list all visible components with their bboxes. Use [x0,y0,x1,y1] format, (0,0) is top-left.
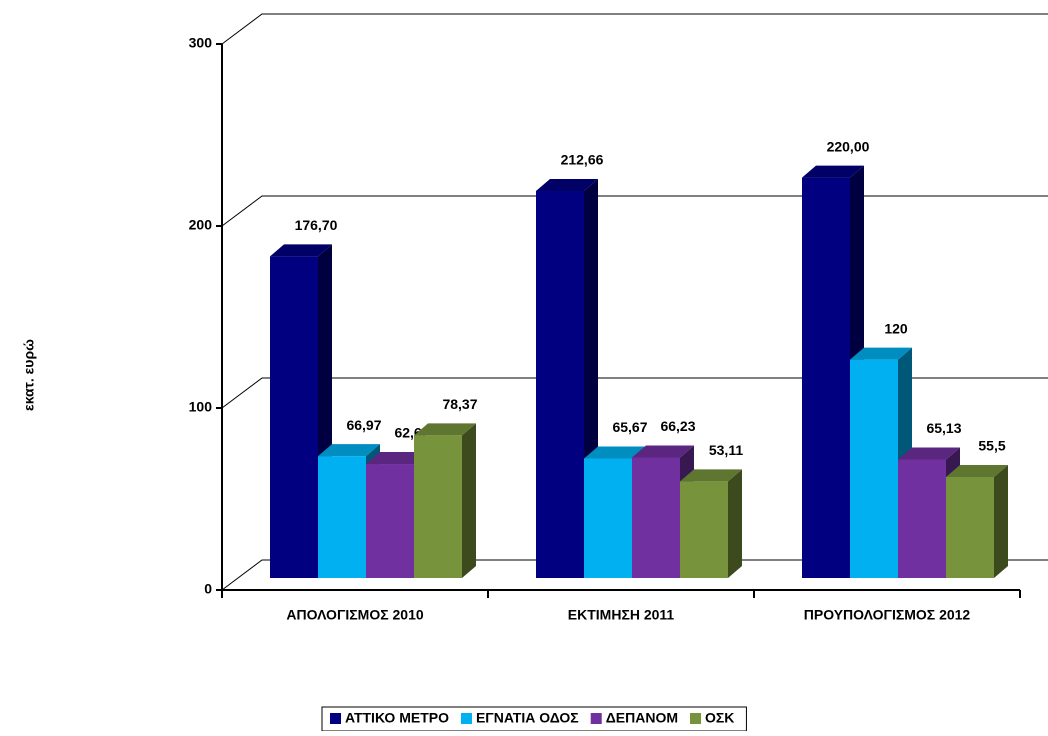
bar [414,423,476,578]
bar-side [462,423,476,578]
bar-side [728,469,742,578]
legend-box [321,706,747,732]
bar-top [584,446,646,459]
bar-top [850,347,912,360]
legend-swatch [330,713,341,724]
legend-label: ΑΤΤΙΚΟ ΜΕΤΡΟ [345,710,449,726]
bar-top [366,452,428,465]
data-label: 66,97 [346,417,381,433]
y-tick-label: 300 [189,35,213,51]
legend-swatch [690,713,702,724]
data-label: 66,23 [660,418,695,434]
data-label: 53,11 [709,442,743,458]
bar-front [414,435,462,578]
bar-front [680,481,728,578]
grid-line [221,13,1048,45]
bar-front [536,190,584,578]
data-label: 120 [884,320,908,336]
data-label: 65,13 [926,420,961,436]
bar-top [318,444,380,457]
legend: ΑΤΤΙΚΟ ΜΕΤΡΟ ΕΓΝΑΤΙΑ ΟΔΟΣ ΔΕΠΑΝΟΜ ΟΣΚ [321,706,747,732]
bar-top [270,244,332,257]
grid-line [221,377,1048,409]
bar-top [536,178,598,191]
bar-front [632,457,680,578]
bar-front [584,458,632,578]
bar-top [802,165,864,178]
bar-front [318,456,366,578]
grid-line [221,195,1048,227]
data-label: 212,66 [561,152,604,168]
x-tick-label: ΑΠΟΛΟΓΙΣΜΟΣ 2010 [286,607,423,623]
legend-swatch [460,713,472,724]
data-label: 220,00 [827,138,870,154]
bar-side [994,464,1008,578]
bar-front [850,359,898,578]
legend-label: ΔΕΠΑΝΟΜ [606,710,678,726]
bar-front [802,177,850,578]
bar [536,178,598,578]
y-tick-label: 200 [189,217,213,233]
bar [946,464,1008,578]
bar-top [898,447,960,460]
bar-front [366,464,414,578]
bar-front [270,256,318,578]
data-label: 55,5 [978,438,1005,454]
bar-top [946,464,1008,477]
bar-front [946,476,994,578]
bar-top [680,469,742,482]
bar-front [898,459,946,578]
legend-label: ΕΓΝΑΤΙΑ ΟΔΟΣ [476,710,579,726]
data-label: 78,37 [442,396,477,412]
bar [680,469,742,578]
legend-label: ΟΣΚ [705,710,734,726]
grid-line [221,559,1048,591]
data-label: 176,70 [295,217,338,233]
legend-swatch [590,713,602,724]
y-tick-label: 0 [204,581,212,597]
y-axis-title: εκατ. ευρώ [21,339,37,411]
bar-top [414,423,476,436]
x-tick-label: ΕΚΤΙΜΗΣΗ 2011 [568,607,675,623]
y-tick-label: 100 [189,399,213,415]
bar-top [632,445,694,458]
data-label: 65,67 [612,419,647,435]
x-tick-label: ΠΡΟΥΠΟΛΟΓΙΣΜΟΣ 2012 [804,607,971,623]
